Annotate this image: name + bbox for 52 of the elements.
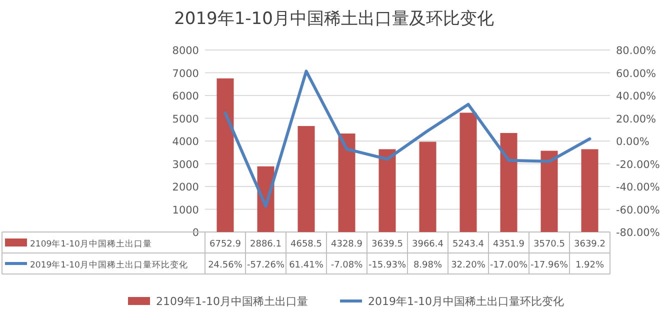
bar [216,78,234,232]
y-tick-label: 3000 [172,158,199,171]
data-label: -17.96% [530,260,568,270]
bar [419,142,436,232]
data-label: 4658.5 [290,240,322,250]
y-tick-label: 4000 [172,136,199,148]
data-label: 3966.4 [412,240,444,250]
y-tick-label: 7000 [172,68,199,80]
data-label: -57.26% [246,260,285,270]
y2-tick-label: -20.00% [616,158,660,171]
data-label: 4351.9 [493,240,525,250]
line-series [224,70,592,208]
chart-title: 2019年1-10月中国稀土出口量及环比变化 [174,9,494,29]
data-label: -7.08% [330,260,364,270]
y-tick-label: 2000 [172,182,199,194]
y2-tick-label: 80.00% [616,45,656,57]
data-label: 61.41% [289,260,324,270]
data-label: 2886.1 [250,240,282,250]
data-label: 3570.5 [534,240,565,250]
data-label: 4328.9 [331,240,363,250]
data-label: -17.00% [490,260,528,270]
legend-label: 2109年1-10月中国稀土出口量 [156,295,308,308]
data-label: 8.98% [413,260,442,270]
data-label: 32.20% [451,260,486,270]
y-tick-label: 5000 [172,113,199,126]
bar [581,149,598,232]
data-label: 3639.5 [372,240,403,250]
bar [378,149,396,232]
data-label: 3639.2 [574,240,606,250]
y-tick-label: 1000 [172,204,199,216]
legend-label: 2019年1-10月中国稀土出口量环比变化 [30,260,188,270]
y2-tick-label: 0.00% [616,136,650,148]
text: 2109年1-10月中国稀土出口量 [30,240,152,250]
y2-tick-label: 60.00% [616,68,656,80]
y2-tick-label: 40.00% [616,90,656,102]
y-tick-label: 8000 [172,45,199,57]
data-label: 1.92% [575,260,604,270]
y2-tick-label: -60.00% [616,204,660,216]
bar [500,132,518,232]
y-tick-label: 6000 [172,90,199,102]
y2-tick-label: -40.00% [616,182,660,194]
y2-tick-label: -80.00% [616,227,660,239]
bar [540,150,558,232]
bar [298,126,315,232]
data-label: 6752.9 [210,240,242,250]
text: 2019年1-10月中国稀土出口量环比变化 [368,295,564,308]
data-label: -15.93% [368,260,406,270]
bar [460,112,477,232]
data-label: 24.56% [208,260,243,270]
data-label: 5243.4 [452,240,484,250]
bar [338,134,356,232]
y2-tick-label: 20.00% [616,113,656,126]
